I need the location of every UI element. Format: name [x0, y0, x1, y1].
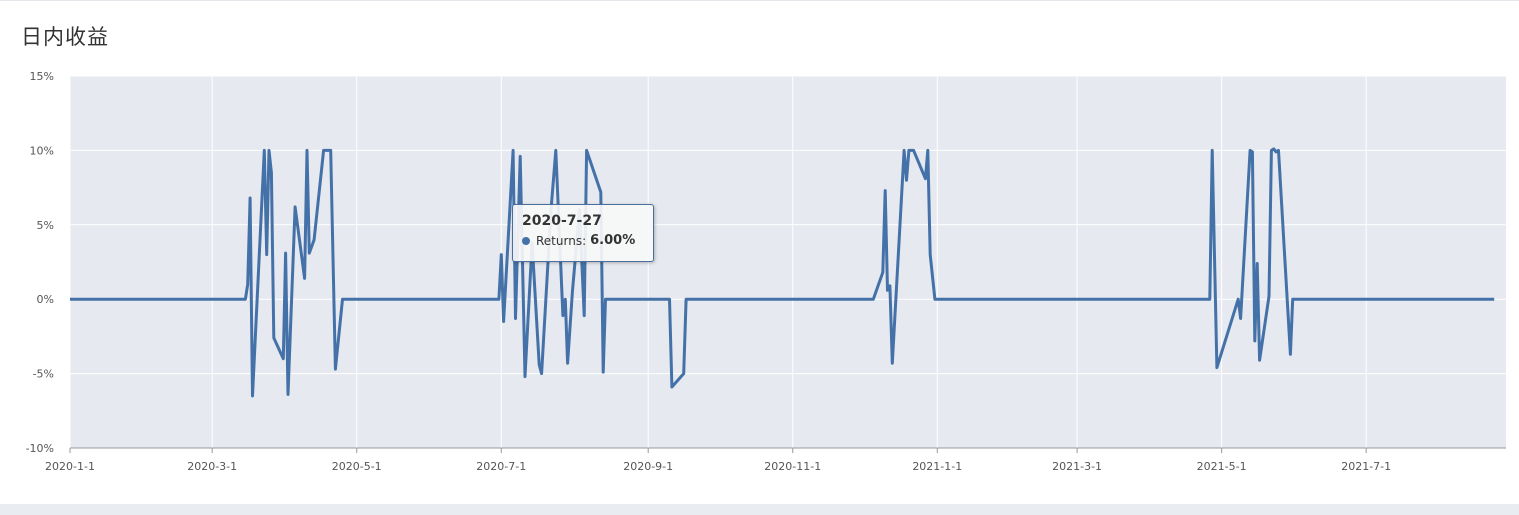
- y-tick-label: 5%: [37, 219, 54, 232]
- series-dot-icon: [522, 236, 530, 245]
- x-tick-label: 2021-7-1: [1341, 460, 1391, 473]
- x-tick-label: 2020-7-1: [476, 460, 526, 473]
- y-tick-label: 10%: [30, 144, 54, 157]
- y-tick-label: -5%: [33, 368, 54, 381]
- tooltip-value: 6.00%: [590, 233, 636, 248]
- x-tick-label: 2021-1-1: [912, 460, 962, 473]
- x-tick-label: 2020-11-1: [764, 460, 821, 473]
- y-tick-label: 0%: [37, 293, 54, 306]
- x-tick-label: 2021-3-1: [1052, 460, 1102, 473]
- x-tick-label: 2020-5-1: [332, 460, 382, 473]
- tooltip: 2020-7-27 Returns: 6.00%: [512, 204, 654, 262]
- x-tick-label: 2021-5-1: [1197, 460, 1247, 473]
- x-tick-label: 2020-9-1: [623, 460, 673, 473]
- tooltip-date: 2020-7-27: [522, 213, 602, 229]
- plot-background: [70, 76, 1506, 448]
- y-tick-label: 15%: [30, 70, 54, 83]
- x-tick-label: 2020-1-1: [45, 460, 95, 473]
- x-tick-label: 2020-3-1: [187, 460, 237, 473]
- tooltip-series-label: Returns:: [536, 233, 587, 248]
- y-tick-label: -10%: [26, 442, 54, 455]
- chart-title: 日内收益: [21, 25, 109, 49]
- tooltip-row: Returns: 6.00%: [522, 233, 653, 248]
